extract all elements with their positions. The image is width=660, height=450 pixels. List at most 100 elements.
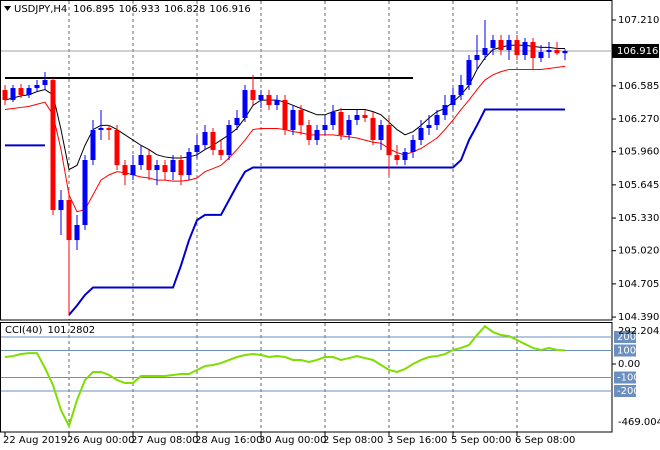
candle-body	[282, 99, 288, 130]
candle-body	[138, 155, 144, 166]
y-tick-label: -100	[617, 373, 640, 384]
candle-body	[402, 151, 408, 160]
y-tick-label: 105.020	[618, 246, 659, 257]
axis-limit-label: -469.0048	[618, 417, 660, 428]
candle-body	[394, 155, 400, 160]
candle-body	[154, 165, 160, 171]
candle-body	[66, 200, 72, 241]
candle-body	[514, 40, 520, 55]
candle-body	[530, 42, 536, 59]
level-label-box	[614, 331, 636, 344]
ohlc-value: 106.916	[209, 4, 250, 15]
candle-body	[26, 88, 32, 96]
candle-body	[274, 99, 280, 106]
candle-body	[258, 95, 264, 100]
x-tick-label: 30 Aug 00:00	[259, 435, 326, 446]
candle-body	[410, 139, 416, 152]
candle-body	[98, 127, 104, 130]
candle-body	[338, 111, 344, 136]
x-tick-label: 5 Sep 00:00	[451, 435, 511, 446]
candle-body	[442, 105, 448, 116]
candle-body	[314, 129, 320, 140]
current-price-label: 106.916	[617, 46, 658, 57]
candle-body	[554, 50, 560, 54]
candle-body	[458, 85, 464, 96]
candle-body	[490, 40, 496, 49]
y-tick-label: 104.390	[618, 312, 659, 323]
candle-body	[106, 127, 112, 130]
candle-body	[42, 80, 48, 86]
candle-body	[346, 119, 352, 136]
ohlc-value: 106.895	[73, 4, 114, 15]
candle-body	[234, 117, 240, 126]
current-price-box	[612, 43, 659, 58]
y-tick-label: 200	[617, 332, 636, 343]
x-tick-label: 3 Sep 16:00	[387, 435, 447, 446]
y-tick-label: 105.330	[618, 213, 659, 224]
candle-body	[362, 115, 368, 118]
y-tick-label: 105.645	[618, 180, 659, 191]
candle-body	[498, 40, 504, 51]
candle-body	[114, 129, 120, 166]
candle-body	[82, 159, 88, 225]
candle-body	[562, 50, 568, 54]
x-tick-label: 2 Sep 08:00	[323, 435, 383, 446]
candle-body	[306, 125, 312, 140]
candle-body	[266, 95, 272, 106]
y-tick-label: 107.210	[618, 15, 659, 26]
candle-body	[194, 145, 200, 152]
candle-body	[58, 200, 64, 211]
candle-body	[522, 42, 528, 55]
candle-body	[298, 109, 304, 126]
candle-body	[178, 159, 184, 176]
candle-body	[90, 129, 96, 160]
candle-body	[290, 109, 296, 130]
candle-body	[210, 131, 216, 150]
y-tick-label: 106.270	[618, 114, 659, 125]
candle-body	[434, 115, 440, 126]
candle-body	[474, 54, 480, 61]
candle-body	[226, 125, 232, 156]
candle-body	[466, 60, 472, 86]
candle-body	[354, 115, 360, 120]
candle-body	[186, 151, 192, 176]
candle-body	[218, 149, 224, 156]
chart-title: USDJPY,H4	[14, 4, 67, 15]
candle-body	[146, 155, 152, 171]
candle-body	[370, 117, 376, 140]
candle-body	[378, 125, 384, 140]
candle-body	[162, 165, 168, 173]
candle-body	[426, 125, 432, 128]
indicator-line	[68, 108, 565, 316]
candle-body	[538, 52, 544, 59]
indicator-value: 101.2802	[47, 325, 95, 336]
ohlc-value: 106.933	[119, 4, 160, 15]
candle-body	[546, 50, 552, 53]
x-tick-label: 28 Aug 16:00	[195, 435, 262, 446]
ohlc-value: 106.828	[164, 4, 205, 15]
x-tick-label: 6 Sep 08:00	[515, 435, 575, 446]
axis-limit-label: 292.2048	[618, 326, 660, 337]
main-panel	[0, 0, 613, 321]
candle-body	[34, 85, 40, 89]
x-tick-label: 22 Aug 2019	[3, 435, 67, 446]
x-tick-label: 26 Aug 00:00	[67, 435, 134, 446]
candle-body	[386, 125, 392, 156]
candle-body	[202, 131, 208, 146]
candle-body	[50, 80, 56, 211]
y-tick-label: -200	[617, 386, 640, 397]
candle-body	[250, 90, 256, 100]
candle-body	[330, 111, 336, 126]
indicator-title: CCI(40)	[5, 325, 43, 336]
candle-body	[130, 165, 136, 176]
y-tick-label: 0.00	[618, 359, 640, 370]
level-label-box	[614, 385, 636, 398]
y-tick-label: 104.705	[618, 279, 659, 290]
candle-body	[2, 90, 8, 100]
y-tick-label: 105.960	[618, 147, 659, 158]
candle-body	[506, 40, 512, 51]
symbol-menu-icon	[4, 6, 11, 11]
candle-body	[450, 95, 456, 106]
